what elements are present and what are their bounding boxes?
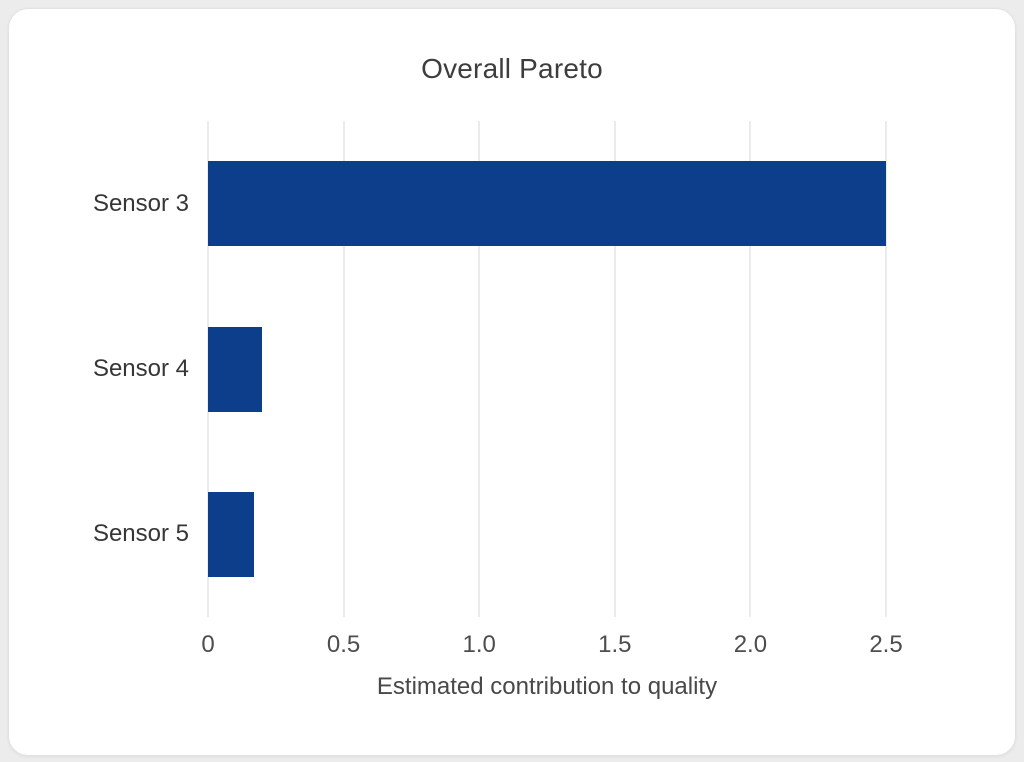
category-labels: Sensor 3 Sensor 4 Sensor 5 <box>49 121 189 617</box>
x-tick-label: 2.5 <box>869 631 903 658</box>
plot-area <box>207 121 1001 617</box>
x-tick-label: 0.5 <box>326 631 361 658</box>
category-label-sensor-3: Sensor 3 <box>92 189 189 217</box>
x-tick-label: 2.0 <box>733 631 768 658</box>
category-label-sensor-4: Sensor 4 <box>92 355 189 382</box>
gridline <box>342 121 345 617</box>
x-tick-label: 1.0 <box>462 631 496 658</box>
x-tick-label: 1.5 <box>598 631 632 658</box>
chart-card: Overall Pareto Sensor 3 Sensor 4 Sensor 5 … <box>8 8 1016 756</box>
gridline <box>749 121 752 617</box>
gridline <box>613 121 616 617</box>
chart-title: Overall Pareto <box>421 53 603 84</box>
x-tick-label: 0 <box>201 631 215 658</box>
bar-sensor-4 <box>208 326 262 412</box>
gridline <box>478 121 481 617</box>
gridline <box>885 121 887 617</box>
bar-sensor-3 <box>208 161 886 247</box>
category-label-sensor-5: Sensor 5 <box>92 520 189 548</box>
x-axis-ticks: 0 0.5 1.0 1.5 2.0 2.5 <box>201 631 1001 663</box>
x-axis-title: Estimated contribution to quality <box>376 673 718 700</box>
bar-sensor-5 <box>208 491 254 577</box>
